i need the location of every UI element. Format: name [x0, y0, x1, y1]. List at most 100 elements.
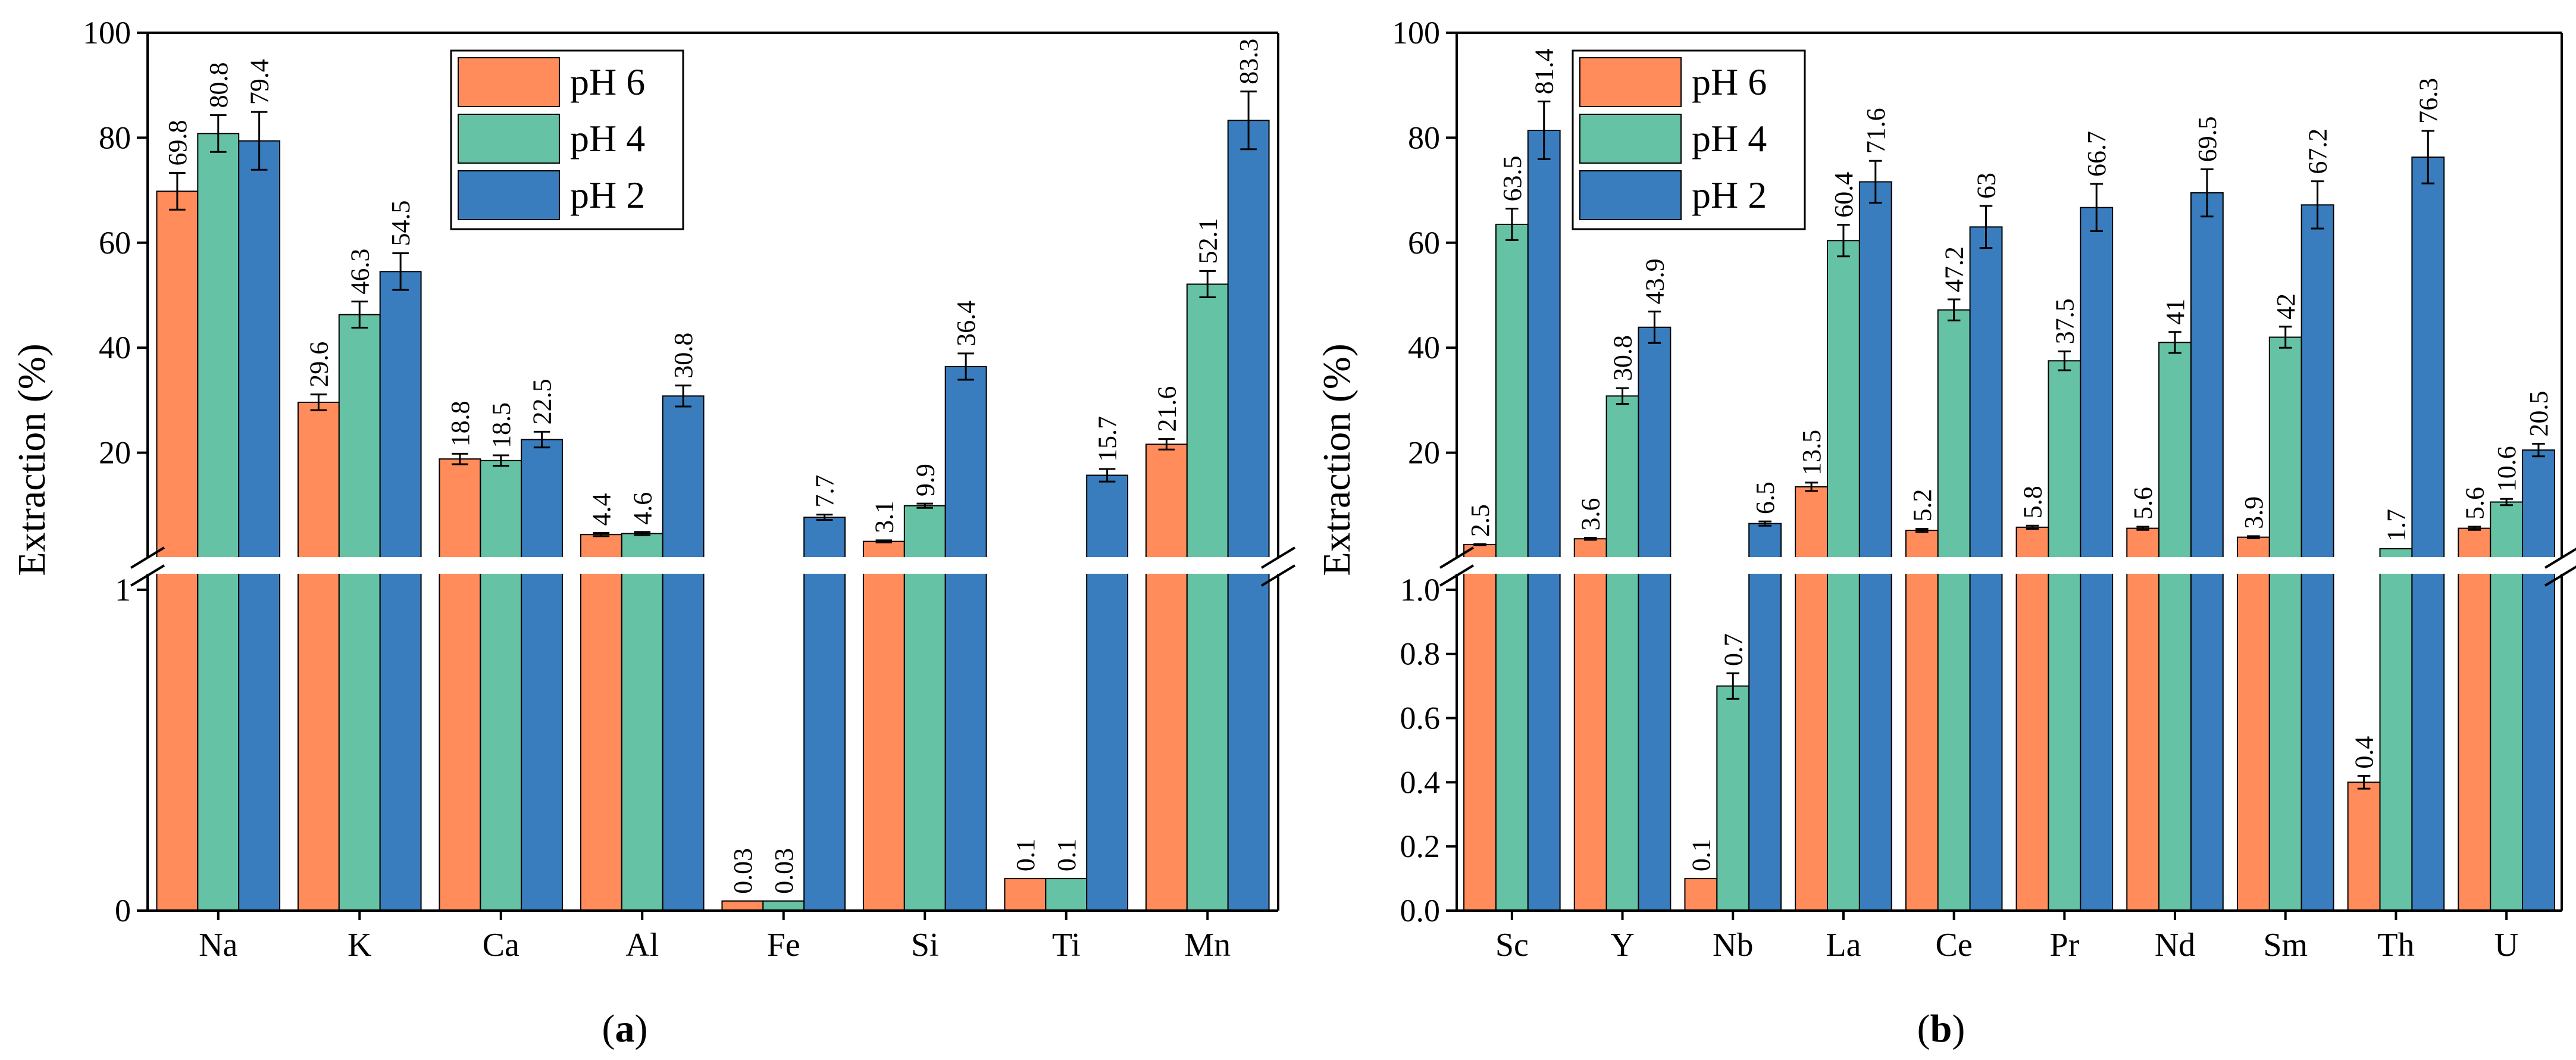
axis-break-mark: [1439, 546, 1475, 569]
bar-lower: [2190, 557, 2224, 911]
data-label: 20.5: [2524, 391, 2553, 437]
y-tick-label: 80: [99, 120, 131, 155]
data-label: 69.8: [163, 120, 192, 165]
bar-lower: [662, 557, 705, 911]
data-label: 0.03: [769, 848, 799, 894]
y-tick-label: 0: [115, 893, 131, 928]
x-tick-label: Mn: [1184, 927, 1231, 964]
data-label: 3.6: [1576, 498, 1605, 530]
panel-caption: (a): [602, 1007, 648, 1050]
bar-lower: [1858, 557, 1892, 911]
bar-lower: [944, 557, 987, 911]
bar: [2347, 781, 2381, 912]
data-label: 2.5: [1466, 504, 1495, 537]
bar: [297, 401, 340, 558]
data-label: 0.03: [728, 848, 758, 894]
data-label: 13.5: [1797, 430, 1826, 476]
bar-lower: [1605, 557, 1639, 911]
y-tick-label: 60: [99, 225, 131, 261]
x-tick-label: Fe: [767, 927, 800, 964]
y-tick-label: 1.0: [1400, 572, 1441, 608]
bar: [1684, 878, 1718, 912]
bar-lower: [1227, 557, 1270, 911]
data-label: 4.4: [587, 493, 616, 526]
bar-lower: [521, 557, 564, 911]
bar-lower: [1527, 557, 1561, 911]
bar-lower: [1086, 557, 1129, 911]
bar: [156, 190, 199, 558]
data-label: 0.1: [1052, 839, 1081, 871]
bar: [1716, 685, 1750, 911]
data-label: 18.5: [487, 402, 516, 448]
bar-lower: [379, 557, 422, 911]
legend-swatch: [458, 57, 560, 107]
bar: [1227, 120, 1270, 558]
panel-b: 2.5 3.6 0.1 13.5 5.2 5.8 5.6 3.9 0.4 5.6 63.5 30.8 0…: [1315, 15, 2576, 1050]
data-label: 5.6: [2460, 487, 2489, 520]
axis-break-mark: [1260, 546, 1296, 569]
y-axis-title: Extraction (%): [1315, 343, 1359, 576]
x-tick-label: Sc: [1495, 927, 1529, 964]
data-label: 81.4: [1530, 49, 1559, 95]
data-label: 15.7: [1093, 416, 1122, 462]
data-label: 69.5: [2193, 116, 2222, 162]
data-label: 1.7: [2381, 509, 2411, 542]
bar: [2411, 157, 2445, 558]
data-label: 36.4: [951, 301, 981, 346]
bar-lower: [2379, 557, 2413, 911]
y-tick-label: 40: [99, 330, 131, 365]
legend-swatch: [458, 114, 560, 164]
bar-lower: [156, 557, 199, 911]
axis-break-mark: [1439, 564, 1475, 587]
bar: [439, 458, 481, 559]
x-tick-label: Ca: [483, 927, 519, 964]
y-tick-label: 0.6: [1400, 701, 1441, 736]
bar-lower: [1937, 557, 1971, 911]
data-label: 52.1: [1193, 218, 1222, 264]
bar-lower: [197, 557, 240, 911]
bar-lower: [1463, 557, 1497, 911]
bar: [862, 540, 905, 559]
bar: [197, 133, 240, 558]
bar: [1086, 474, 1129, 558]
bar: [379, 271, 422, 558]
x-tick-label: Pr: [2049, 927, 2079, 964]
y-tick-label: 0.0: [1400, 893, 1441, 928]
data-label: 30.8: [1608, 335, 1638, 381]
x-tick-label: Nd: [2155, 927, 2195, 964]
bar: [1186, 283, 1229, 558]
data-label: 54.5: [386, 200, 415, 246]
bar: [1573, 538, 1607, 558]
bar: [2190, 192, 2224, 558]
data-label: 7.7: [810, 475, 840, 508]
bar-lower: [1795, 557, 1829, 911]
data-label: 0.1: [1011, 839, 1040, 871]
bar: [1937, 309, 1971, 558]
bar: [1495, 223, 1529, 558]
bar: [2522, 449, 2555, 558]
data-label: 0.1: [1686, 839, 1716, 871]
data-label: 66.7: [2082, 131, 2111, 177]
x-tick-label: Ti: [1052, 927, 1081, 964]
bar-lower: [1186, 557, 1229, 911]
bar-lower: [1827, 557, 1860, 911]
bar: [2379, 548, 2413, 558]
data-label: 47.2: [1940, 246, 1969, 292]
bar: [1969, 226, 2003, 558]
data-label: 41: [2161, 299, 2190, 325]
y-tick-label: 80: [1408, 120, 1440, 155]
x-tick-label: Nb: [1713, 927, 1753, 964]
data-label: 3.9: [2239, 496, 2268, 529]
bar-lower: [2080, 557, 2114, 911]
bar-lower: [2522, 557, 2555, 911]
bar: [1748, 523, 1782, 558]
y-tick-label: 20: [99, 435, 131, 471]
data-label: 63.5: [1498, 155, 1527, 201]
caption-paren-open: (: [602, 1007, 615, 1050]
data-label: 37.5: [2050, 298, 2079, 344]
data-label: 42: [2271, 293, 2300, 320]
bar: [803, 517, 846, 558]
panel-a: 69.8 29.6 18.8 4.4 0.03 3.1 0.1 21.6 80.8 46.3 18.…: [10, 15, 1302, 1050]
data-label: 3.1: [869, 501, 899, 533]
bar-lower: [238, 557, 281, 911]
